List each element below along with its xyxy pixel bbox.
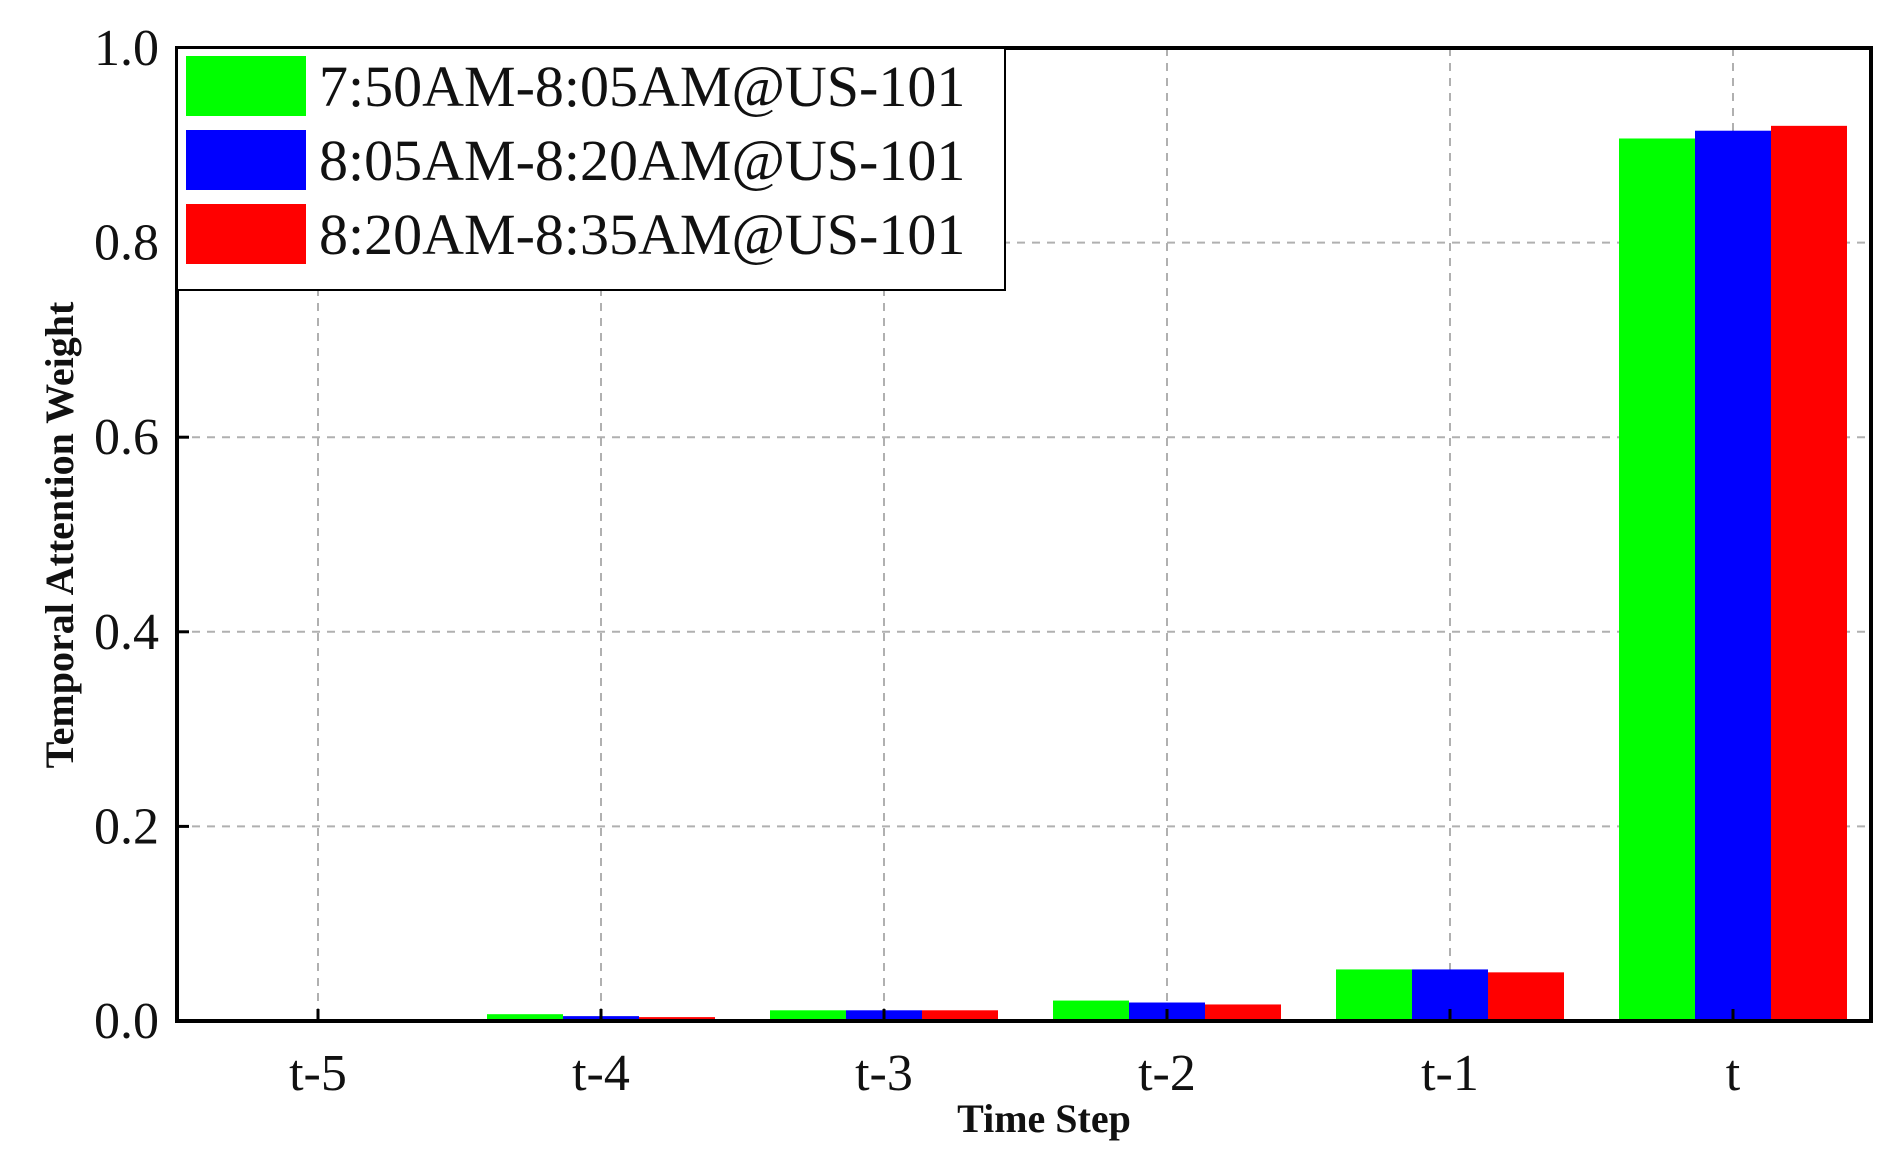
bar	[922, 1010, 998, 1021]
y-tick-label: 0.8	[94, 215, 159, 272]
bar	[1053, 1000, 1129, 1021]
bar	[1695, 130, 1771, 1021]
x-tick-label: t-5	[289, 1045, 347, 1102]
y-tick-label: 1.0	[94, 20, 159, 77]
bar	[1771, 125, 1847, 1022]
bar	[770, 1010, 846, 1021]
bar	[1205, 1004, 1281, 1021]
x-tick-label: t-4	[572, 1045, 630, 1102]
legend: 7:50AM-8:05AM@US-101 8:05AM-8:20AM@US-101…	[176, 47, 1006, 291]
y-axis-ticks: 0.0 0.2 0.4 0.6 0.8 1.0	[94, 20, 189, 1050]
legend-swatch	[186, 204, 306, 264]
legend-swatch	[186, 56, 306, 116]
plot-frame	[175, 46, 1873, 1023]
x-axis-ticks: t-5 t-4 t-3 t-2 t-1 t	[289, 1009, 1741, 1102]
x-tick-label: t-3	[855, 1045, 913, 1102]
y-tick-label: 0.0	[94, 993, 159, 1050]
bar	[1619, 138, 1695, 1021]
bar	[1488, 972, 1564, 1021]
y-tick-label: 0.4	[94, 604, 159, 661]
legend-label: 8:05AM-8:20AM@US-101	[319, 128, 965, 193]
legend-swatch	[186, 130, 306, 190]
x-tick-label: t-2	[1138, 1045, 1196, 1102]
bar	[487, 1014, 563, 1021]
y-tick-label: 0.6	[94, 409, 159, 466]
legend-label: 7:50AM-8:05AM@US-101	[319, 54, 965, 119]
x-tick-label: t	[1726, 1045, 1741, 1102]
x-tick-label: t-1	[1421, 1045, 1479, 1102]
legend-label: 8:20AM-8:35AM@US-101	[319, 202, 965, 267]
y-axis-title: Temporal Attention Weight	[37, 301, 82, 768]
bars	[487, 125, 1847, 1022]
y-tick-label: 0.2	[94, 798, 159, 855]
x-axis-title: Time Step	[957, 1096, 1131, 1141]
legend-box	[176, 47, 1006, 291]
bar	[1336, 969, 1412, 1021]
